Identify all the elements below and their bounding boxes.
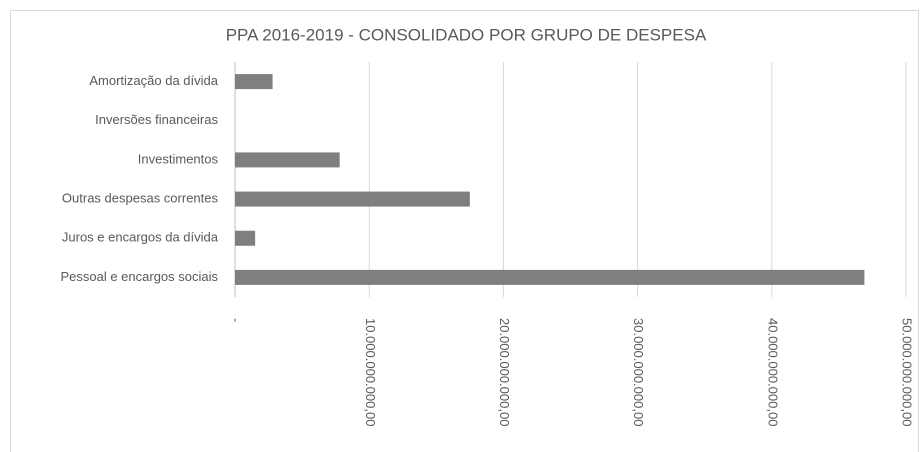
y-tick-label: Inversões financeiras bbox=[95, 112, 218, 127]
x-tick-label: 20.000.000.000,00 bbox=[497, 318, 512, 426]
y-tick-label: Pessoal e encargos sociais bbox=[60, 269, 218, 284]
chart-frame bbox=[10, 10, 919, 452]
x-tick-label: - bbox=[229, 318, 244, 322]
bar bbox=[235, 191, 470, 207]
bar bbox=[235, 230, 256, 246]
x-tick-label: 30.000.000.000,00 bbox=[631, 318, 646, 426]
bar bbox=[235, 152, 340, 168]
x-tick-label: 40.000.000.000,00 bbox=[765, 318, 780, 426]
x-tick-label: 50.000.000.000,00 bbox=[900, 318, 915, 426]
x-tick-label: 10.000.000.000,00 bbox=[363, 318, 378, 426]
y-tick-label: Amortização da dívida bbox=[89, 73, 218, 88]
y-tick-label: Investimentos bbox=[138, 151, 219, 166]
chart-title: PPA 2016-2019 - CONSOLIDADO POR GRUPO DE… bbox=[226, 25, 707, 44]
y-tick-label: Outras despesas correntes bbox=[62, 191, 219, 206]
bar bbox=[235, 74, 273, 90]
y-tick-label: Juros e encargos da dívida bbox=[62, 230, 219, 245]
bar bbox=[235, 269, 865, 285]
